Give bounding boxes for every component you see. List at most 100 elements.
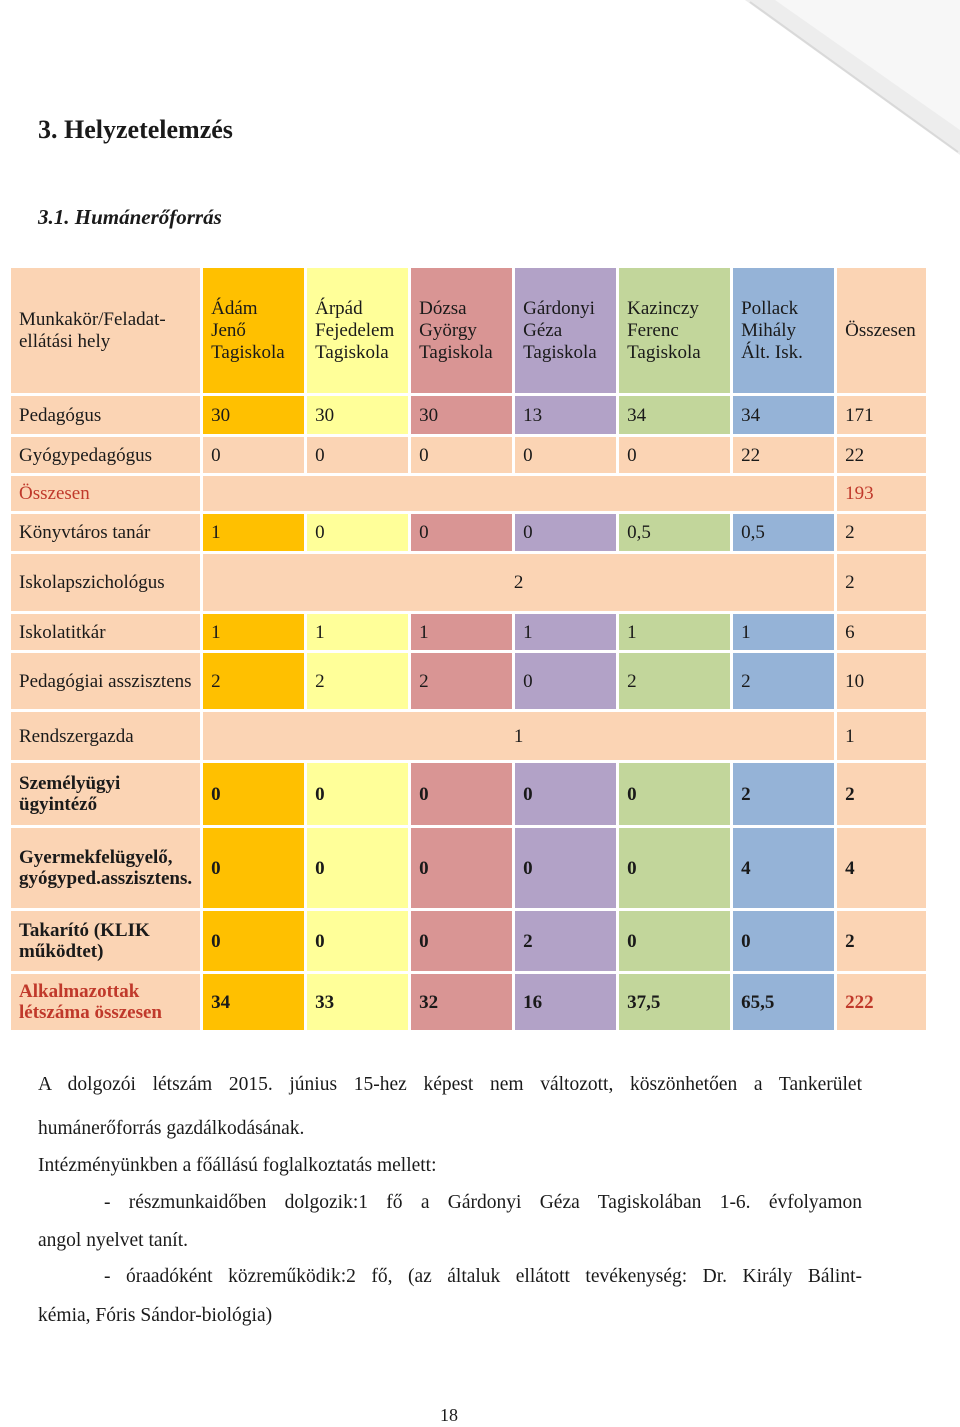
cell-pollack: 22 <box>733 437 835 473</box>
col-header-arpad: Árpád Fejedelem Tagiskola <box>307 268 409 393</box>
cell-gardonyi: 0 <box>515 653 617 709</box>
cell-gardonyi: 0 <box>515 763 617 825</box>
cell-total: 193 <box>837 476 927 511</box>
cell-kazinczy: 1 <box>619 614 731 650</box>
cell-arpad: 0 <box>307 514 409 551</box>
row-label: Rendszergazda <box>11 712 201 760</box>
cell-kazinczy: 0 <box>619 911 731 971</box>
cell-dozsa: 0 <box>411 514 513 551</box>
cell-merged: 1 <box>203 712 835 760</box>
cell-gardonyi: 13 <box>515 396 617 434</box>
cell-adam: 34 <box>203 974 305 1030</box>
table-row: Könyvtáros tanár 1 0 0 0 0,5 0,5 2 <box>11 514 927 551</box>
page-number: 18 <box>440 1405 458 1425</box>
cell-pollack: 0 <box>733 911 835 971</box>
row-label: Összesen <box>11 476 201 511</box>
paragraph-line: A dolgozói létszám 2015. június 15-hez k… <box>38 1074 862 1095</box>
table-row: Iskolapszichológus 2 2 <box>11 554 927 611</box>
cell-dozsa: 0 <box>411 763 513 825</box>
subsection-heading: 3.1. Humánerőforrás <box>38 205 222 229</box>
cell-kazinczy: 0 <box>619 828 731 908</box>
col-header-dozsa: Dózsa György Tagiskola <box>411 268 513 393</box>
row-label: Pedagógus <box>11 396 201 434</box>
cell-pollack: 4 <box>733 828 835 908</box>
cell-arpad: 1 <box>307 614 409 650</box>
cell-total: 222 <box>837 974 927 1030</box>
section-heading: 3. Helyzetelemzés <box>38 115 233 144</box>
table-header-row: Munkakör/Feladat-ellátási hely Ádám Jenő… <box>11 268 927 393</box>
cell-kazinczy: 0 <box>619 437 731 473</box>
paragraph-line: humánerőforrás gazdálkodásának. <box>38 1118 305 1139</box>
col-header-kazinczy: Kazinczy Ferenc Tagiskola <box>619 268 731 393</box>
cell-adam: 1 <box>203 514 305 551</box>
cell-arpad: 0 <box>307 911 409 971</box>
list-item-continuation: angol nyelvet tanít. <box>38 1230 189 1251</box>
cell-pollack: 1 <box>733 614 835 650</box>
table-row: Személyügyi ügyintéző 0 0 0 0 0 2 2 <box>11 763 927 825</box>
cell-total: 6 <box>837 614 927 650</box>
cell-gardonyi: 1 <box>515 614 617 650</box>
cell-adam: 0 <box>203 828 305 908</box>
row-label: Iskolapszichológus <box>11 554 201 611</box>
table-row: Rendszergazda 1 1 <box>11 712 927 760</box>
cell-kazinczy: 2 <box>619 653 731 709</box>
cell-arpad: 2 <box>307 653 409 709</box>
cell-gardonyi: 0 <box>515 437 617 473</box>
cell-gardonyi: 16 <box>515 974 617 1030</box>
row-label: Könyvtáros tanár <box>11 514 201 551</box>
cell-kazinczy: 34 <box>619 396 731 434</box>
col-header-adam: Ádám Jenő Tagiskola <box>203 268 305 393</box>
cell-kazinczy: 0 <box>619 763 731 825</box>
row-label: Gyógypedagógus <box>11 437 201 473</box>
row-label: Pedagógiai asszisztens <box>11 653 201 709</box>
cell-dozsa: 30 <box>411 396 513 434</box>
list-item-continuation: kémia, Fóris Sándor-biológia) <box>38 1305 273 1326</box>
cell-merged: 2 <box>203 554 835 611</box>
cell-total: 2 <box>837 554 927 611</box>
cell-gardonyi: 2 <box>515 911 617 971</box>
row-label: Gyermekfelügyelő, gyógyped.asszisztens. <box>11 828 201 908</box>
cell-pollack: 0,5 <box>733 514 835 551</box>
cell-kazinczy: 37,5 <box>619 974 731 1030</box>
cell-dozsa: 0 <box>411 911 513 971</box>
list-item: - részmunkaidőben dolgozik:1 fő a Gárdon… <box>104 1192 862 1213</box>
cell-merged <box>203 476 835 511</box>
table-row: Gyógypedagógus 0 0 0 0 0 22 22 <box>11 437 927 473</box>
cell-arpad: 0 <box>307 437 409 473</box>
cell-pollack: 65,5 <box>733 974 835 1030</box>
cell-gardonyi: 0 <box>515 514 617 551</box>
cell-arpad: 30 <box>307 396 409 434</box>
col-header-role: Munkakör/Feladat-ellátási hely <box>11 268 201 393</box>
table-row: Gyermekfelügyelő, gyógyped.asszisztens. … <box>11 828 927 908</box>
col-header-pollack: Pollack Mihály Ált. Isk. <box>733 268 835 393</box>
cell-arpad: 33 <box>307 974 409 1030</box>
cell-total: 10 <box>837 653 927 709</box>
cell-adam: 0 <box>203 437 305 473</box>
cell-dozsa: 32 <box>411 974 513 1030</box>
staff-table: Munkakör/Feladat-ellátási hely Ádám Jenő… <box>8 265 929 1033</box>
table-row: Pedagógus 30 30 30 13 34 34 171 <box>11 396 927 434</box>
cell-dozsa: 0 <box>411 828 513 908</box>
cell-total: 1 <box>837 712 927 760</box>
table-row: Összesen 193 <box>11 476 927 511</box>
cell-pollack: 2 <box>733 653 835 709</box>
cell-dozsa: 1 <box>411 614 513 650</box>
cell-total: 171 <box>837 396 927 434</box>
cell-total: 22 <box>837 437 927 473</box>
col-header-total: Összesen <box>837 268 927 393</box>
list-item: - óraadóként közreműködik:2 fő, (az álta… <box>104 1266 862 1287</box>
row-label: Takarító (KLIK működtet) <box>11 911 201 971</box>
cell-pollack: 2 <box>733 763 835 825</box>
cell-adam: 2 <box>203 653 305 709</box>
paragraph-line: Intézményünkben a főállású foglalkoztatá… <box>38 1155 437 1176</box>
table-row: Takarító (KLIK működtet) 0 0 0 2 0 0 2 <box>11 911 927 971</box>
table-row: Alkalmazottak létszáma összesen 34 33 32… <box>11 974 927 1030</box>
cell-total: 2 <box>837 911 927 971</box>
page-corner-decoration <box>745 0 960 155</box>
cell-dozsa: 2 <box>411 653 513 709</box>
table-row: Iskolatitkár 1 1 1 1 1 1 6 <box>11 614 927 650</box>
row-label: Személyügyi ügyintéző <box>11 763 201 825</box>
table-row: Pedagógiai asszisztens 2 2 2 0 2 2 10 <box>11 653 927 709</box>
cell-adam: 30 <box>203 396 305 434</box>
cell-total: 4 <box>837 828 927 908</box>
